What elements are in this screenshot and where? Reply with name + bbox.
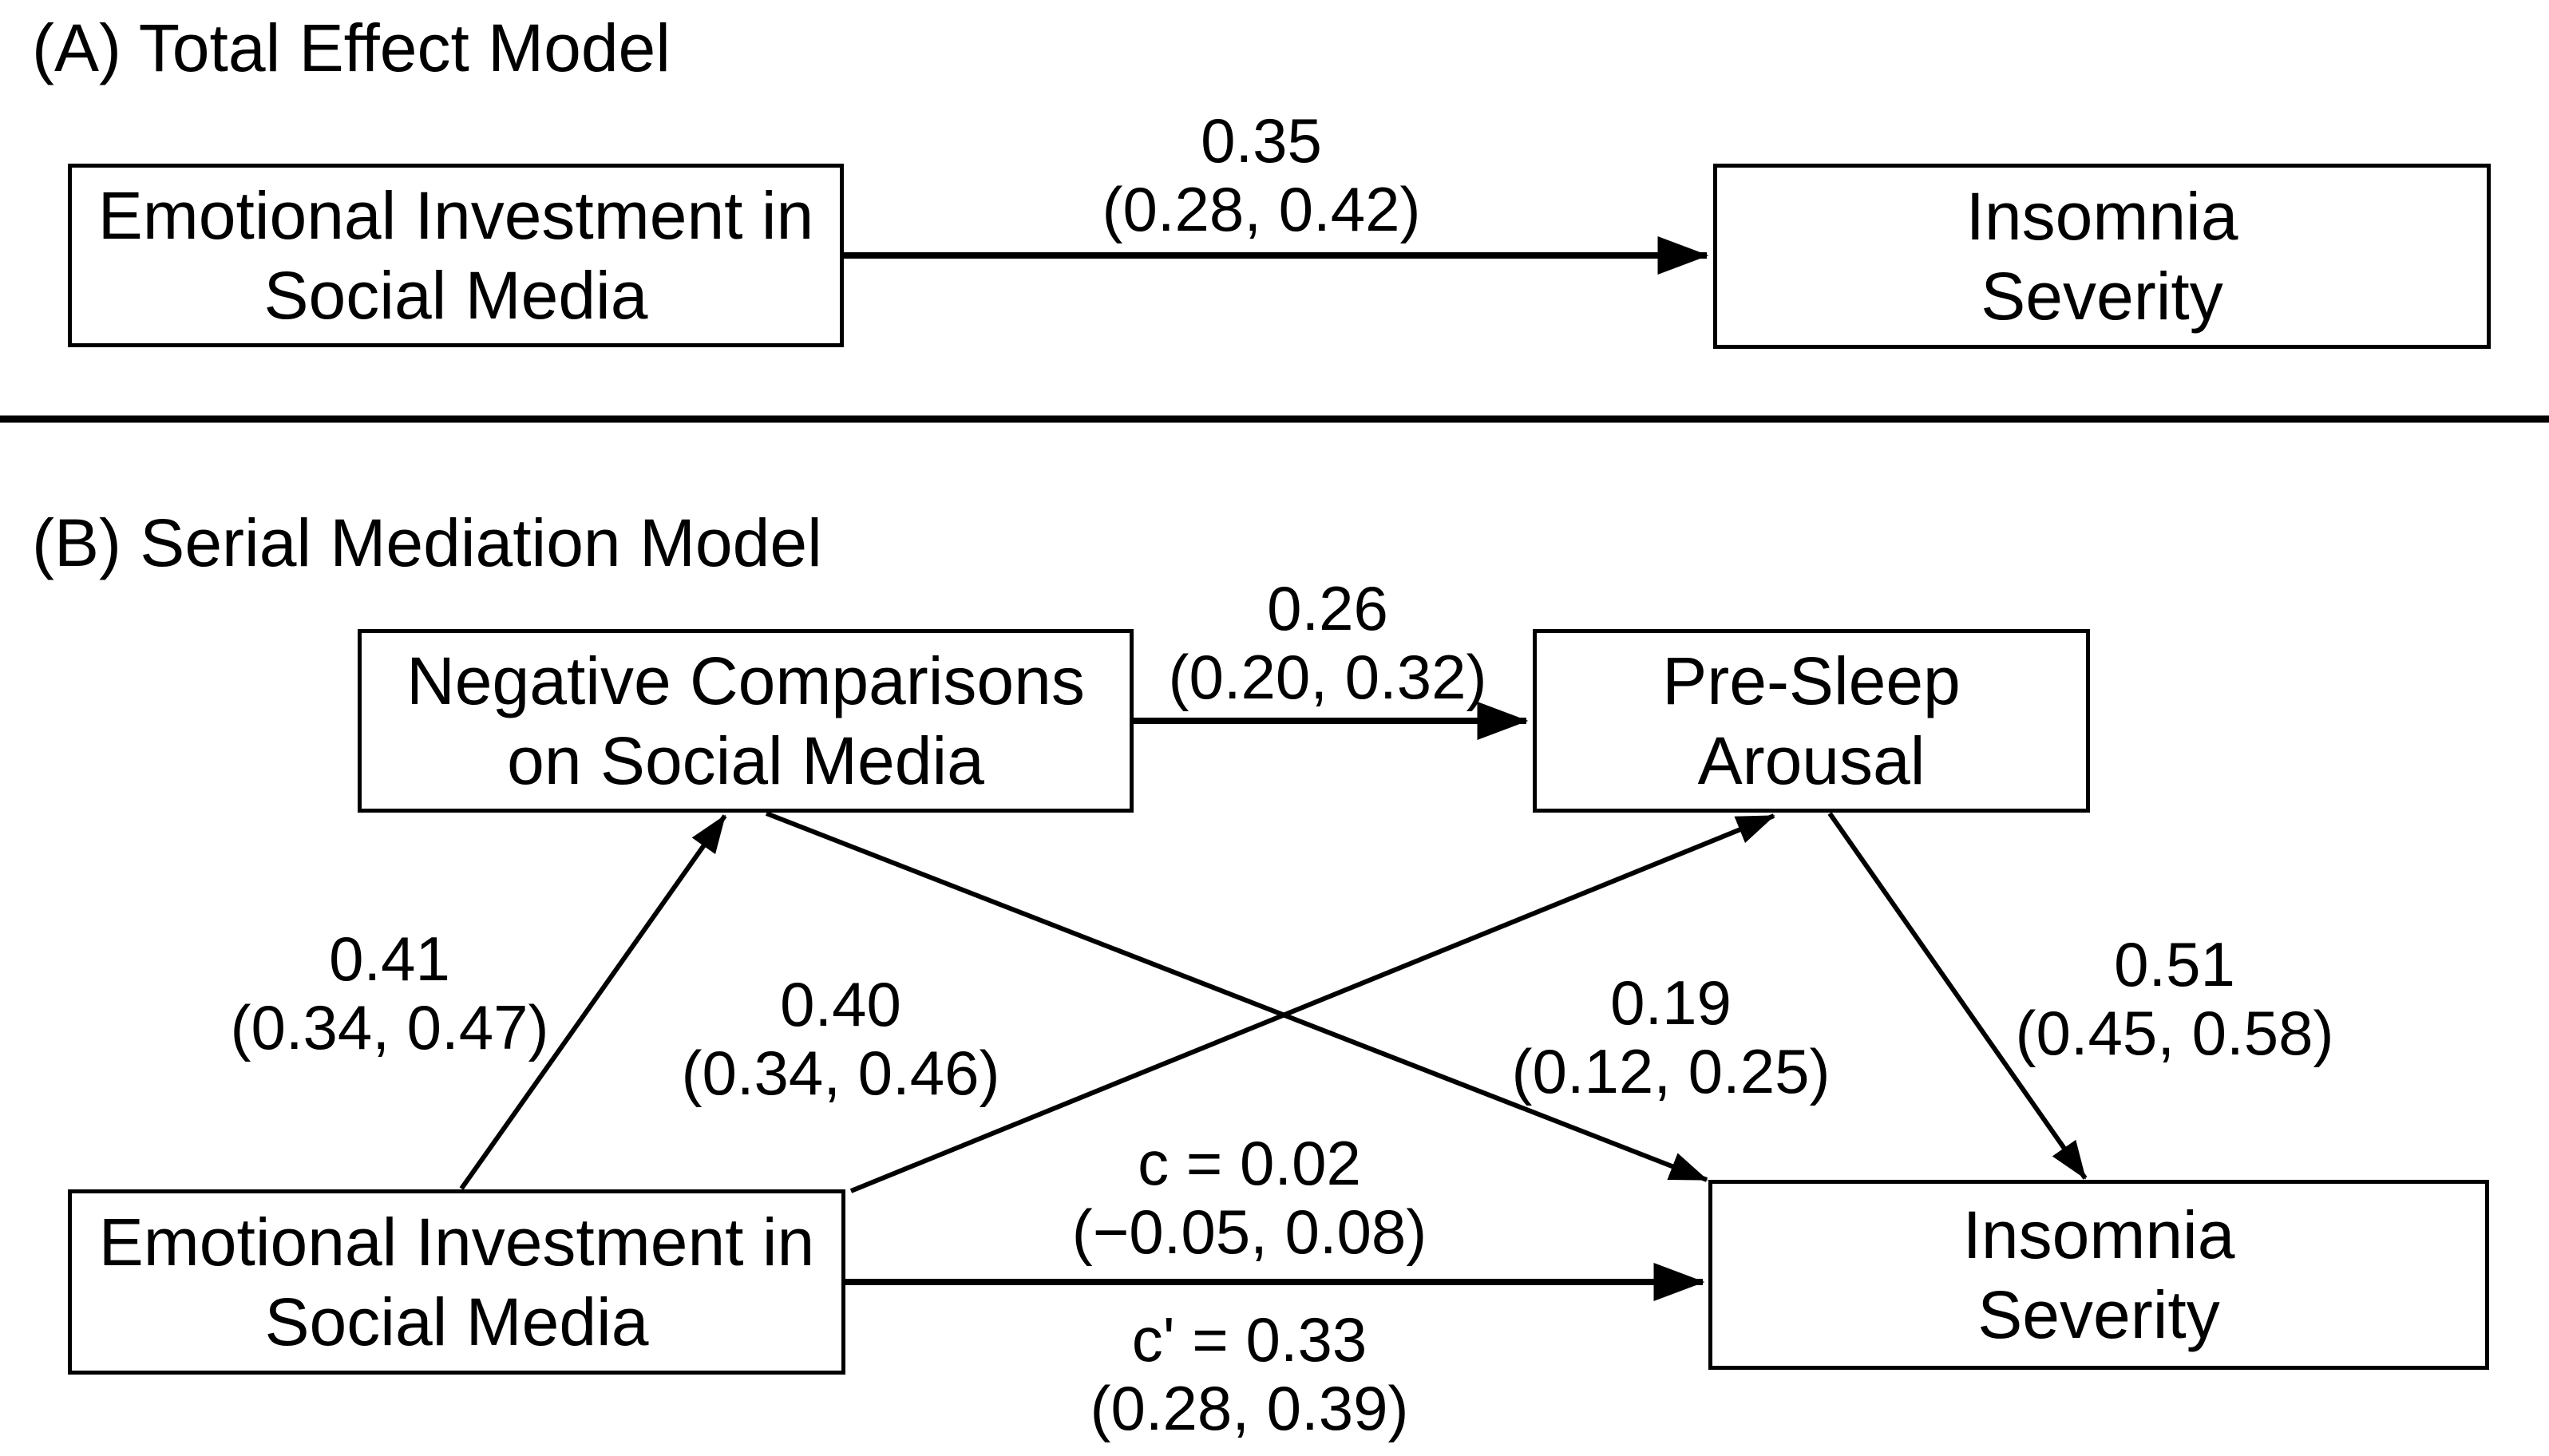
label-m1-to-m2: 0.26 (0.20, 0.32) <box>1168 573 1487 712</box>
label-total-effect: 0.35 (0.28, 0.42) <box>1102 105 1421 244</box>
node-b-emotional-investment: Emotional Investment in Social Media <box>68 1189 845 1375</box>
arrow-m2-to-y <box>1827 812 2088 1180</box>
label-c-path: c = 0.02 (−0.05, 0.08) <box>1071 1128 1427 1267</box>
panel-b-title: (B) Serial Mediation Model <box>32 505 822 580</box>
node-a-insomnia-severity-label: Insomnia Severity <box>1965 179 2238 334</box>
node-b-pre-sleep-arousal-label: Pre-Sleep Arousal <box>1662 643 1961 798</box>
arrow-x-to-m2 <box>849 813 1775 1193</box>
node-a-emotional-investment-label: Emotional Investment in Social Media <box>97 178 814 333</box>
label-m2-to-y: 0.51 (0.45, 0.58) <box>2015 929 2334 1068</box>
node-b-insomnia-severity-label: Insomnia Severity <box>1962 1197 2235 1352</box>
node-b-negative-comparisons-label: Negative Comparisons on Social Media <box>406 643 1085 798</box>
label-c-prime-path: c' = 0.33 (0.28, 0.39) <box>1090 1304 1409 1443</box>
panel-a-title: (A) Total Effect Model <box>32 10 671 85</box>
node-b-negative-comparisons: Negative Comparisons on Social Media <box>358 629 1134 813</box>
node-a-emotional-investment: Emotional Investment in Social Media <box>68 164 844 347</box>
arrow-m1-to-y <box>765 811 1708 1182</box>
label-m1-to-y: 0.19 (0.12, 0.25) <box>1511 967 1831 1106</box>
label-x-to-m1: 0.41 (0.34, 0.47) <box>230 924 549 1062</box>
node-a-insomnia-severity: Insomnia Severity <box>1713 164 2491 349</box>
label-x-to-m2: 0.40 (0.34, 0.46) <box>681 969 1000 1108</box>
node-b-pre-sleep-arousal: Pre-Sleep Arousal <box>1533 629 2090 813</box>
arrow-x-to-m1 <box>459 814 727 1190</box>
node-b-emotional-investment-label: Emotional Investment in Social Media <box>98 1205 815 1359</box>
node-b-insomnia-severity: Insomnia Severity <box>1708 1180 2489 1370</box>
